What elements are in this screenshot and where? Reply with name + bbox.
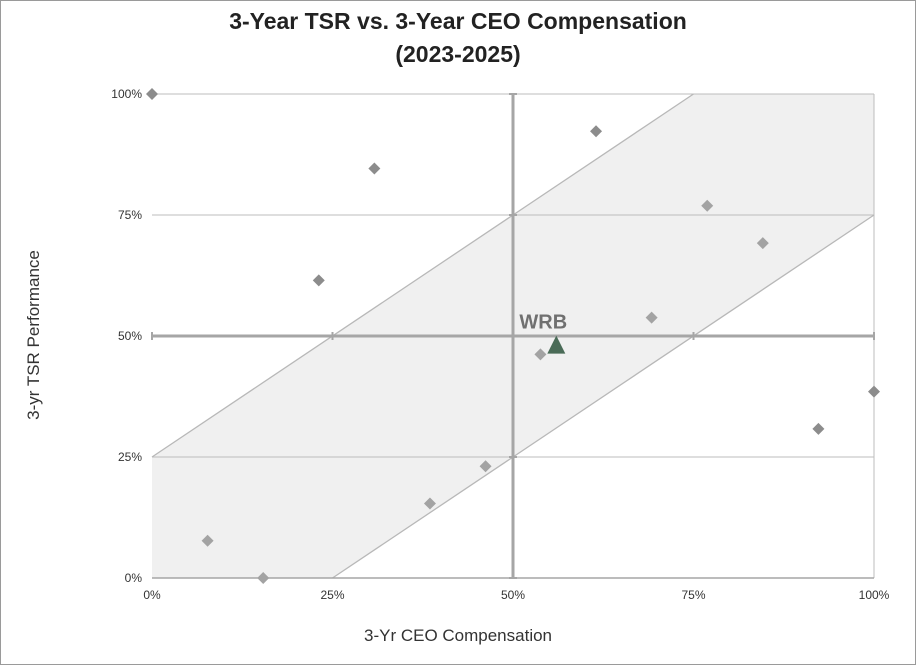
data-point [534,348,547,361]
y-tick-label: 75% [118,208,142,222]
y-tick-label: 100% [111,87,142,101]
band-lower-edge [332,214,875,579]
wrb-marker [547,335,566,354]
x-tick-label: 75% [681,588,705,602]
chart-subtitle: (2023-2025) [395,41,521,67]
data-point [590,125,603,138]
band-upper-edge [151,93,694,458]
data-point [756,237,769,250]
data-point [312,274,325,287]
data-point [868,385,880,398]
x-tick-label: 50% [501,588,525,602]
x-tick-label: 100% [859,588,890,602]
data-point [146,88,158,100]
data-point [812,422,825,435]
y-tick-label: 50% [118,329,142,343]
data-point [701,199,714,212]
data-point [645,311,658,324]
y-tick-label: 0% [125,571,143,585]
data-point [257,572,270,584]
x-tick-label: 25% [320,588,344,602]
data-point [368,162,381,175]
data-point [423,497,436,510]
data-point [201,534,214,547]
x-tick-label: 0% [143,588,161,602]
chart-title: 3-Year TSR vs. 3-Year CEO Compensation [229,8,687,34]
wrb-label: WRB [519,312,567,334]
data-point [479,460,492,473]
y-tick-label: 25% [118,450,142,464]
x-axis-label: 3-Yr CEO Compensation [363,626,553,645]
